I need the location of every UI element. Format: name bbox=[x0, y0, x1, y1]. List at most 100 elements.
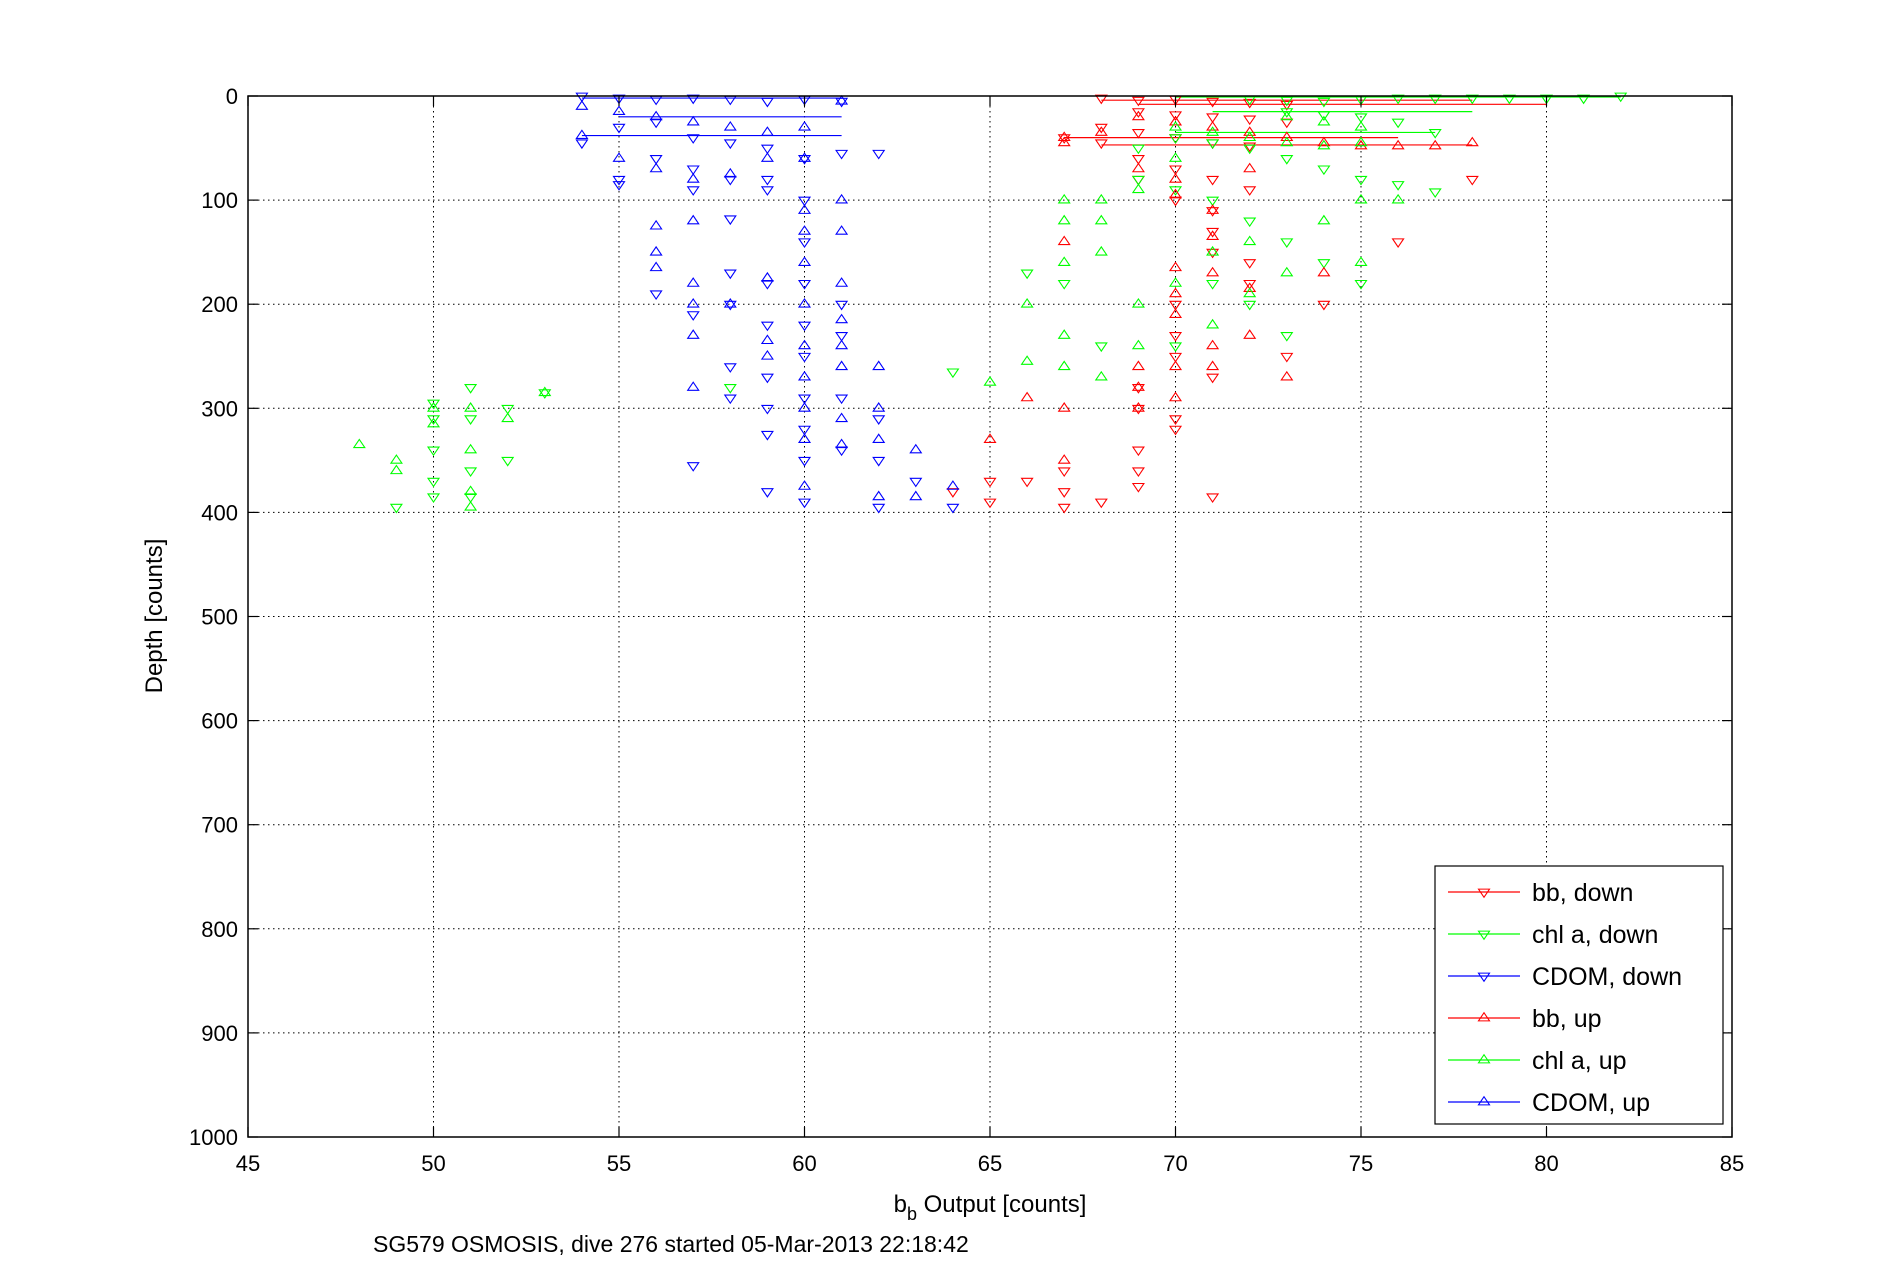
data-point bbox=[1131, 110, 1145, 121]
data-point bbox=[760, 126, 774, 136]
data-point bbox=[1317, 139, 1331, 150]
data-point bbox=[464, 467, 478, 478]
data-point bbox=[426, 477, 441, 488]
data-point bbox=[1020, 391, 1034, 402]
data-point bbox=[1391, 181, 1405, 191]
data-point bbox=[797, 370, 812, 381]
data-point bbox=[1428, 139, 1442, 150]
data-point bbox=[835, 360, 849, 371]
data-point bbox=[760, 144, 774, 155]
data-point bbox=[797, 425, 812, 436]
data-point bbox=[686, 115, 700, 126]
data-point bbox=[1428, 129, 1442, 139]
data-point bbox=[686, 462, 700, 472]
data-point bbox=[1317, 300, 1331, 311]
data-point bbox=[1428, 94, 1442, 105]
data-point bbox=[797, 402, 812, 412]
data-point bbox=[872, 415, 886, 425]
data-point bbox=[1168, 173, 1183, 183]
data-point bbox=[612, 105, 626, 116]
x-tick-label: 85 bbox=[1720, 1151, 1744, 1176]
y-axis-label: Depth [counts] bbox=[141, 539, 168, 694]
data-point bbox=[760, 488, 774, 498]
data-point bbox=[686, 214, 700, 225]
legend-marker bbox=[1477, 1011, 1491, 1022]
data-point bbox=[1243, 98, 1257, 109]
grid bbox=[248, 96, 1732, 1137]
data-point bbox=[612, 175, 626, 186]
data-point bbox=[1280, 266, 1294, 277]
data-point bbox=[1391, 238, 1405, 248]
data-point bbox=[797, 120, 812, 131]
data-point bbox=[723, 215, 737, 226]
data-point bbox=[1168, 277, 1183, 287]
data-point bbox=[1168, 391, 1183, 402]
data-point bbox=[872, 149, 886, 160]
data-point bbox=[501, 412, 515, 423]
data-point bbox=[1131, 162, 1145, 173]
data-point bbox=[1354, 193, 1368, 204]
data-point bbox=[1391, 118, 1405, 129]
data-point bbox=[835, 193, 849, 204]
data-point bbox=[1243, 142, 1257, 153]
data-point bbox=[835, 412, 849, 423]
data-point bbox=[1280, 110, 1294, 121]
data-point bbox=[723, 363, 737, 373]
data-point bbox=[612, 94, 626, 105]
x-tick-labels: 45 50 55 60 65 70 75 80 85 bbox=[236, 1151, 1744, 1176]
x-tick-label: 60 bbox=[792, 1151, 816, 1176]
data-point bbox=[1168, 188, 1183, 199]
data-point bbox=[1057, 329, 1071, 339]
data-point bbox=[1131, 381, 1145, 391]
data-point bbox=[1131, 360, 1145, 371]
data-point bbox=[1094, 193, 1108, 204]
data-point bbox=[760, 271, 774, 282]
data-point bbox=[1502, 94, 1516, 105]
data-point bbox=[835, 225, 849, 235]
legend-box bbox=[1434, 865, 1724, 1125]
data-point bbox=[1168, 111, 1183, 121]
data-point bbox=[575, 92, 589, 103]
data-point bbox=[389, 503, 403, 514]
data-point bbox=[1280, 370, 1294, 381]
data-point bbox=[686, 165, 700, 176]
data-point bbox=[352, 438, 366, 449]
data-point bbox=[1280, 108, 1294, 118]
data-point bbox=[1317, 115, 1331, 126]
data-point bbox=[1206, 266, 1220, 277]
data-point bbox=[797, 394, 812, 405]
y-tick-label: 800 bbox=[201, 917, 238, 942]
data-point bbox=[835, 438, 849, 449]
y-tick-label: 600 bbox=[201, 709, 238, 734]
data-point bbox=[760, 186, 774, 196]
data-point bbox=[1465, 136, 1479, 147]
data-point bbox=[1243, 235, 1257, 246]
data-point bbox=[686, 381, 700, 391]
data-point bbox=[1391, 94, 1405, 105]
data-point bbox=[1280, 100, 1294, 111]
data-point bbox=[1094, 214, 1108, 225]
data-point bbox=[389, 464, 403, 475]
data-point bbox=[872, 490, 886, 501]
data-point bbox=[538, 386, 552, 397]
data-point bbox=[760, 373, 774, 384]
x-axis-label: bb Output [counts] bbox=[894, 1191, 1087, 1224]
data-point bbox=[723, 297, 737, 308]
data-point bbox=[1168, 186, 1183, 196]
x-tick-label: 80 bbox=[1534, 1151, 1558, 1176]
data-point bbox=[1243, 259, 1257, 269]
data-point bbox=[1057, 131, 1071, 142]
legend-marker bbox=[1477, 888, 1491, 899]
data-point bbox=[1391, 139, 1405, 150]
data-point bbox=[723, 120, 737, 131]
data-point bbox=[760, 321, 774, 332]
data-point bbox=[649, 110, 663, 121]
data-point bbox=[1168, 360, 1183, 371]
data-point bbox=[1094, 123, 1108, 134]
data-point bbox=[1206, 245, 1220, 256]
data-point bbox=[760, 175, 774, 186]
data-point bbox=[983, 376, 997, 386]
data-point bbox=[1131, 467, 1145, 478]
data-point bbox=[1057, 279, 1071, 290]
